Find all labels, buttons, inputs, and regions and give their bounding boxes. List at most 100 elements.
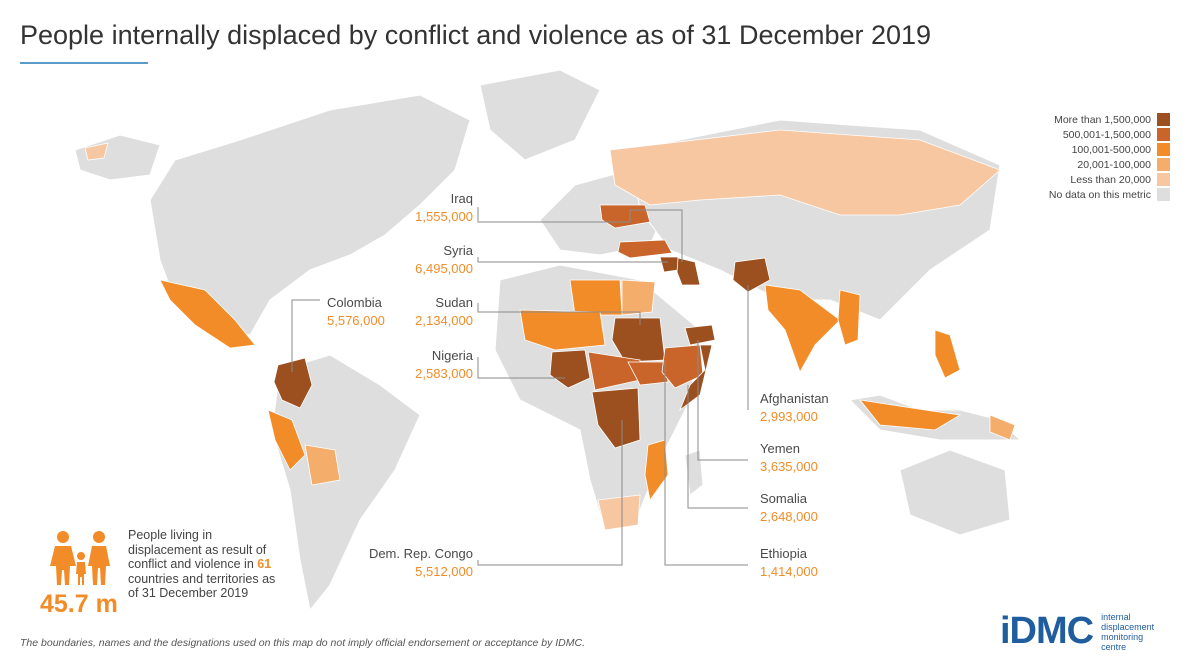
mexico [159,279,256,349]
summary-text-before: People living in displacement as result … [128,528,267,571]
map-title: People internally displaced by conflict … [20,20,932,50]
logo-line: internal [1101,611,1131,622]
callout-iraq: Iraq 1,555,000 [415,190,473,226]
callout-value: 5,576,000 [327,313,385,328]
png-region [989,414,1016,441]
affected-countries [84,129,1016,531]
callout-value: 6,495,000 [415,261,473,276]
family-icon [50,531,110,585]
callout-ethiopia: Ethiopia 1,414,000 [760,545,818,581]
sudan [611,317,666,363]
logo-line: displacement [1101,621,1155,632]
legend-swatch [1157,113,1170,126]
leader-nigeria [477,357,565,379]
callout-country: Colombia [327,295,382,310]
callout-sudan: Sudan 2,134,000 [415,294,473,330]
summary-text-after: countries and territories as of 31 Decem… [128,571,276,601]
leader-colombia [291,299,320,372]
leader-lines [291,207,749,566]
indonesia-region [859,399,962,431]
legend-item: More than 1,500,000 [1049,112,1170,127]
legend-item: No data on this metric [1049,187,1170,202]
libya [569,279,623,316]
leader-somalia [687,385,748,509]
idmc-logo: iDMC internal displacement monitoring ce… [1000,610,1154,653]
legend-label: No data on this metric [1048,188,1151,201]
callout-country: Somalia [760,491,807,506]
yemen [684,324,716,346]
callout-value: 5,512,000 [415,564,473,579]
iraq [676,257,701,286]
callout-value: 1,555,000 [415,209,473,224]
logo-line: centre [1101,641,1127,652]
syria [659,256,679,273]
callout-value: 1,414,000 [760,564,818,579]
callout-afghanistan: Afghanistan 2,993,000 [760,390,829,426]
total-idps-number: 45.7 m [40,590,118,618]
colombia [273,357,313,409]
legend-swatch [1157,173,1170,186]
callout-country: Yemen [760,441,800,456]
logo-text: internal displacement monitoring centre [1101,612,1154,652]
leader-iraq [477,207,683,262]
callout-country: Afghanistan [760,391,829,406]
logo-line: monitoring [1101,631,1144,642]
callout-country: Nigeria [431,348,473,363]
disclaimer-footnote: The boundaries, names and the designatio… [20,637,585,649]
leader-sudan [477,303,641,325]
callout-value: 3,635,000 [760,459,818,474]
legend-item: Less than 20,000 [1049,172,1170,187]
logo-mark: iDMC [1000,610,1094,652]
callout-syria: Syria 6,495,000 [415,242,473,278]
south-sudan [627,361,669,386]
callout-country: Syria [443,243,473,258]
philippines [934,329,961,379]
egypt [621,279,656,316]
peru [267,409,306,471]
title-underline [20,62,148,64]
legend-swatch [1157,188,1170,201]
legend-swatch [1157,158,1170,171]
callout-country: Dem. Rep. Congo [368,546,473,561]
callout-value: 2,993,000 [760,409,818,424]
leader-yemen [697,340,748,461]
callout-country: Sudan [435,295,473,310]
leader-drc [477,420,623,566]
legend-label: More than 1,500,000 [1054,113,1151,126]
summary-description: People living in displacement as result … [128,528,278,601]
afghanistan [732,257,771,293]
callout-country: Ethiopia [760,546,807,561]
callout-nigeria: Nigeria 2,583,000 [415,347,473,383]
myanmar [837,289,861,346]
leader-ethiopia [664,360,748,566]
legend-item: 20,001-100,000 [1049,157,1170,172]
callout-colombia: Colombia 5,576,000 [327,294,385,330]
map-legend: More than 1,500,000 500,001-1,500,000 10… [1049,112,1170,202]
callout-country: Iraq [450,191,473,206]
legend-swatch [1157,143,1170,156]
callout-somalia: Somalia 2,648,000 [760,490,818,526]
legend-label: Less than 20,000 [1070,173,1151,186]
leader-syria [477,257,668,263]
land-greenland [479,69,601,161]
bolivia [304,444,341,486]
turkey [617,239,673,259]
legend-label: 500,001-1,500,000 [1062,128,1151,141]
summary-country-count: 61 [257,557,272,571]
callout-yemen: Yemen 3,635,000 [760,440,818,476]
legend-label: 100,001-500,000 [1071,143,1151,156]
alaska-region [84,142,109,161]
india-region [764,284,841,373]
legend-swatch [1157,128,1170,141]
land-south-america [271,354,421,612]
drc [591,387,641,449]
legend-item: 500,001-1,500,000 [1049,127,1170,142]
legend-label: 20,001-100,000 [1077,158,1151,171]
land-australia [899,449,1011,536]
mozambique [644,439,669,501]
callout-value: 2,134,000 [415,313,473,328]
callout-value: 2,648,000 [760,509,818,524]
south-africa [597,494,641,531]
russia [609,129,1001,216]
